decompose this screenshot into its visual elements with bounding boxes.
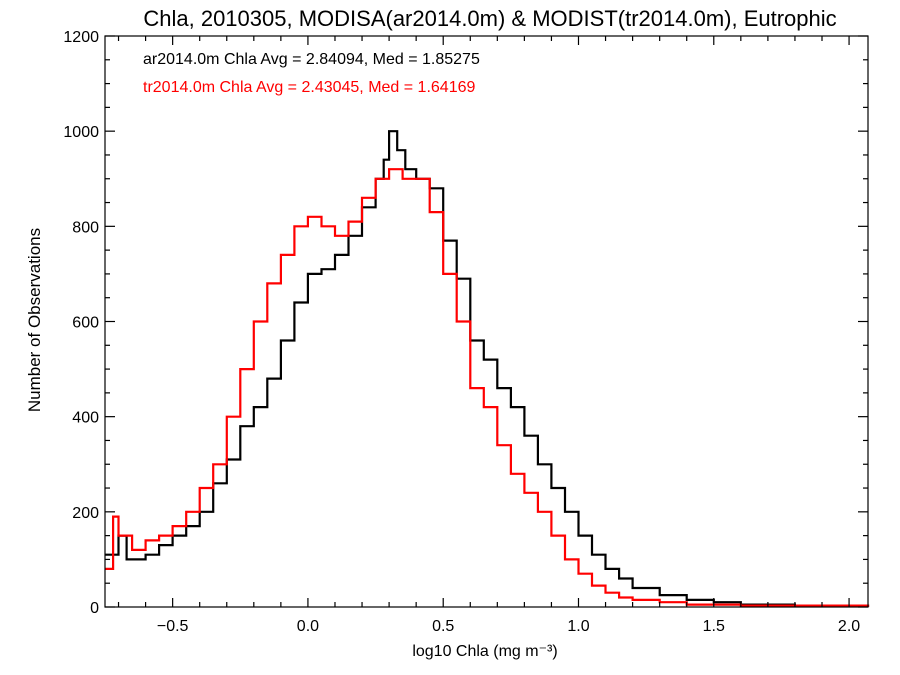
y-tick-label: 1000 [63, 124, 99, 141]
annotation-ar-stats: ar2014.0m Chla Avg = 2.84094, Med = 1.85… [143, 51, 480, 68]
y-tick-label: 0 [90, 600, 99, 617]
tick-layer: −0.5 0.0 0.5 1.0 1.5 2.0 0 200 400 600 800 1000 1200 [63, 29, 868, 635]
x-tick-label: 0.0 [297, 618, 319, 635]
plot-frame [104, 35, 869, 608]
x-tick-label: 1.0 [567, 618, 589, 635]
chart-title: Chla, 2010305, MODISA(ar2014.0m) & MODIS… [143, 6, 836, 31]
y-tick-label: 400 [72, 410, 99, 427]
y-tick-label: 200 [72, 505, 99, 522]
y-axis-label: Number of Observations [25, 228, 44, 412]
annotation-tr-stats: tr2014.0m Chla Avg = 2.43045, Med = 1.64… [143, 79, 475, 96]
x-tick-label: −0.5 [157, 618, 189, 635]
x-tick-label: 1.5 [703, 618, 725, 635]
y-tick-label: 800 [72, 219, 99, 236]
y-tick-label: 600 [72, 315, 99, 332]
x-axis-label: log10 Chla (mg m⁻³) [412, 643, 557, 660]
x-tick-label: 2.0 [838, 618, 860, 635]
series-line-ar2014 [105, 130, 870, 607]
series-layer [105, 130, 870, 607]
y-tick-label: 1200 [63, 29, 99, 46]
series-line-tr2014 [105, 168, 870, 607]
x-tick-label: 0.5 [432, 618, 454, 635]
